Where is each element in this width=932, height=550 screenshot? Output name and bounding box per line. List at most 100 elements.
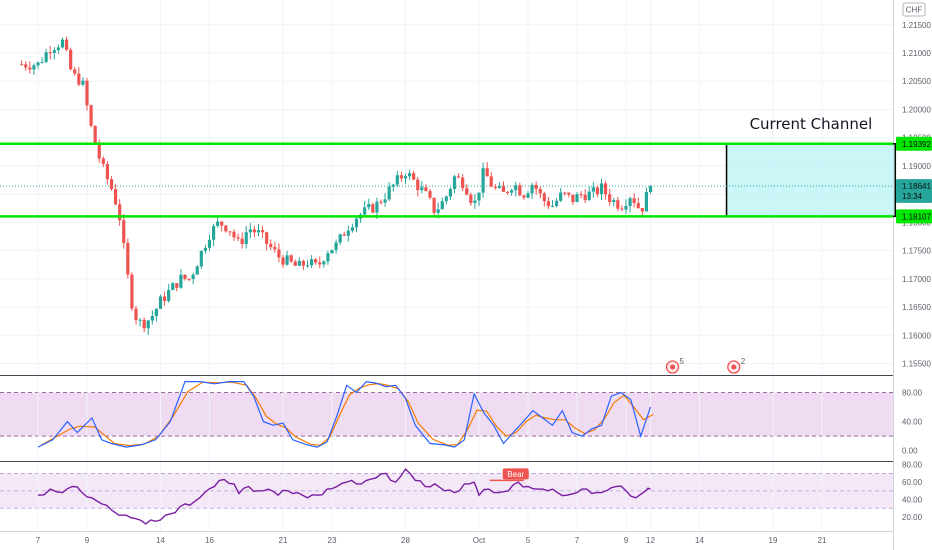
candle-body xyxy=(269,243,273,248)
time-tick-label: 14 xyxy=(695,536,704,545)
price-tick-label: 1.21500 xyxy=(902,21,931,30)
candle-body xyxy=(256,230,261,233)
candle-body xyxy=(199,250,203,267)
candle-body xyxy=(318,262,322,265)
candle-body xyxy=(285,255,289,265)
candle-body xyxy=(277,249,281,258)
time-tick-label: 19 xyxy=(769,536,778,545)
time-tick-label: 7 xyxy=(36,536,41,545)
candle-body xyxy=(105,164,110,180)
candle-body xyxy=(32,65,36,70)
candle-body xyxy=(93,125,97,144)
candle-body xyxy=(216,221,220,226)
candle-body xyxy=(162,296,167,302)
candle-body xyxy=(559,192,563,201)
stochastic-k-line xyxy=(37,380,652,448)
candle-body xyxy=(452,176,457,189)
price-label-tag[interactable] xyxy=(896,136,932,151)
candle-body xyxy=(424,187,428,192)
candle-body xyxy=(412,173,416,180)
candle-body xyxy=(603,183,608,195)
channel-annotation[interactable]: Current Channel xyxy=(750,115,873,133)
candle-body xyxy=(236,237,240,239)
candle-body xyxy=(118,204,122,221)
time-tick-label: Oct xyxy=(473,536,486,545)
candle-body xyxy=(448,188,453,197)
candle-body xyxy=(244,232,248,245)
stochastic-tick-label: 0.00 xyxy=(902,447,918,456)
candle-body xyxy=(432,197,436,213)
candle-body xyxy=(330,249,334,254)
candle-body xyxy=(579,194,583,196)
candle-body xyxy=(456,176,461,178)
time-tick-label: 28 xyxy=(401,536,410,545)
candle-body xyxy=(273,247,277,250)
candle-body xyxy=(469,194,473,204)
candle-body xyxy=(363,207,367,215)
candle-body xyxy=(399,175,404,179)
candle-body xyxy=(252,229,257,233)
price-tick-label: 1.16000 xyxy=(902,331,931,340)
candle-body xyxy=(571,194,575,203)
candle-body xyxy=(354,218,359,228)
candle-body xyxy=(375,201,379,213)
candle-body xyxy=(248,229,252,233)
candle-body xyxy=(260,230,265,233)
candle-body xyxy=(628,198,632,206)
candle-body xyxy=(146,320,150,329)
bear-badge[interactable] xyxy=(502,468,529,480)
candle-body xyxy=(109,179,114,190)
price-label-text: 13:34 xyxy=(902,192,923,201)
stochastic-band xyxy=(0,392,893,437)
price-label-tag[interactable] xyxy=(896,188,932,203)
price-tick-label: 1.15500 xyxy=(902,360,931,369)
candle-body xyxy=(64,39,69,50)
candle-body xyxy=(505,191,510,193)
candle-body xyxy=(481,168,485,193)
rsi-tick-label: 20.00 xyxy=(902,513,923,522)
stochastic-band-fill xyxy=(0,392,893,437)
candle-body xyxy=(289,255,293,262)
candle-body xyxy=(648,186,653,193)
stochastic-indicator xyxy=(37,380,654,448)
candle-body xyxy=(183,274,187,279)
currency-badge[interactable]: CHF xyxy=(902,2,926,17)
channel-rectangle[interactable] xyxy=(725,143,897,218)
time-tick-label: 16 xyxy=(205,536,214,545)
price-label-tag[interactable] xyxy=(896,209,932,224)
time-tick-label: 23 xyxy=(328,536,337,545)
candle-body xyxy=(407,173,412,177)
candle-body xyxy=(612,200,616,203)
candle-body xyxy=(322,261,326,265)
candle-body xyxy=(334,242,338,250)
candle-body xyxy=(81,80,85,85)
candle-body xyxy=(142,319,146,329)
candle-body xyxy=(465,188,469,195)
candle-body xyxy=(191,274,195,279)
rsi-tick-label: 40.00 xyxy=(902,496,923,505)
candle-body xyxy=(56,47,61,51)
candle-body xyxy=(391,184,395,187)
candle-body xyxy=(644,192,649,212)
time-tick-label: 12 xyxy=(646,536,655,545)
candle-body xyxy=(187,278,191,280)
candle-body xyxy=(636,203,640,209)
candle-body xyxy=(591,187,595,192)
candle-body xyxy=(587,191,591,201)
candle-body xyxy=(60,39,65,48)
candle-body xyxy=(171,283,175,291)
candle-body xyxy=(220,221,224,226)
time-axis[interactable]: 7 9 14 16 21 23 28 Oct 5 7 9 12 14 19 21 xyxy=(36,536,827,545)
candle-body xyxy=(440,201,444,210)
currency-label: CHF xyxy=(906,6,923,15)
candle-body xyxy=(126,242,130,275)
time-tick-label: 21 xyxy=(279,536,288,545)
candle-body xyxy=(530,184,534,194)
candle-body xyxy=(232,231,236,238)
rsi-tick-label: 60.00 xyxy=(902,478,923,487)
candle-body xyxy=(36,62,40,66)
price-axis[interactable]: 1.215001.210001.205001.200001.195001.190… xyxy=(896,21,932,522)
price-tick-label: 1.19000 xyxy=(902,162,931,171)
